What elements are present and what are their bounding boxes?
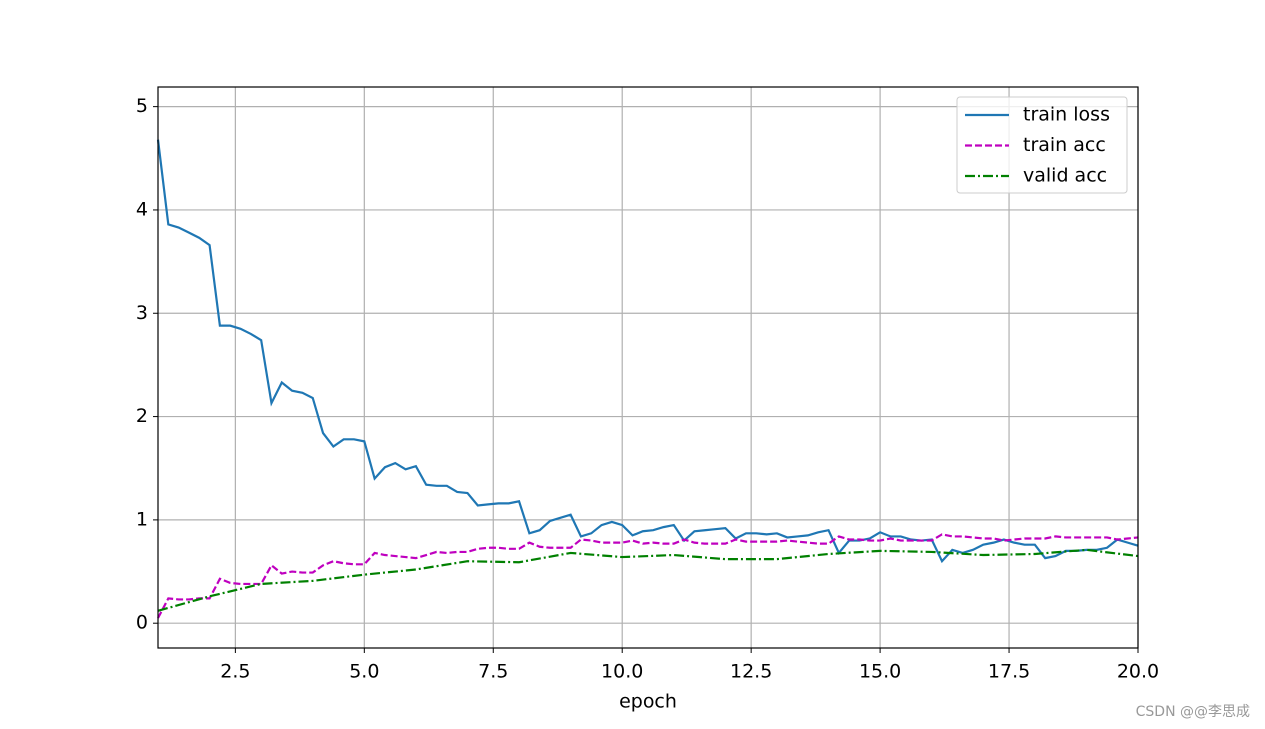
x-tick-label: 17.5	[988, 661, 1030, 683]
axes-frame	[157, 86, 1139, 649]
x-tick-label: 10.0	[601, 661, 643, 683]
x-tick-label: 20.0	[1117, 661, 1159, 683]
ticks: 2.5 5.0 7.5 10.0 12.5 15.0 17.5 20.0 0 1 2 3 4 5	[136, 95, 1159, 682]
x-tick-label: 7.5	[478, 661, 508, 683]
x-axis-label: epoch	[619, 691, 677, 713]
watermark: CSDN @@李思成	[1136, 704, 1250, 720]
legend-label: train acc	[1023, 134, 1106, 156]
y-tick-label: 0	[136, 612, 148, 634]
x-tick-label: 15.0	[859, 661, 901, 683]
y-tick-label: 2	[136, 405, 148, 427]
x-tick-label: 2.5	[220, 661, 250, 683]
x-tick-label: 12.5	[730, 661, 772, 683]
legend-label: train loss	[1023, 104, 1110, 126]
legend-label: valid acc	[1023, 165, 1107, 187]
legend-box	[956, 96, 1128, 194]
line-series	[157, 533, 1139, 619]
y-tick-label: 4	[136, 198, 148, 220]
y-tick-label: 5	[136, 95, 148, 117]
x-tick-label: 5.0	[349, 661, 379, 683]
y-tick-label: 3	[136, 302, 148, 324]
line-series	[156, 139, 1139, 564]
legend: train loss train acc valid acc	[956, 96, 1128, 194]
plot-area	[156, 139, 1139, 619]
line-series	[157, 548, 1139, 612]
y-tick-label: 1	[136, 508, 148, 530]
